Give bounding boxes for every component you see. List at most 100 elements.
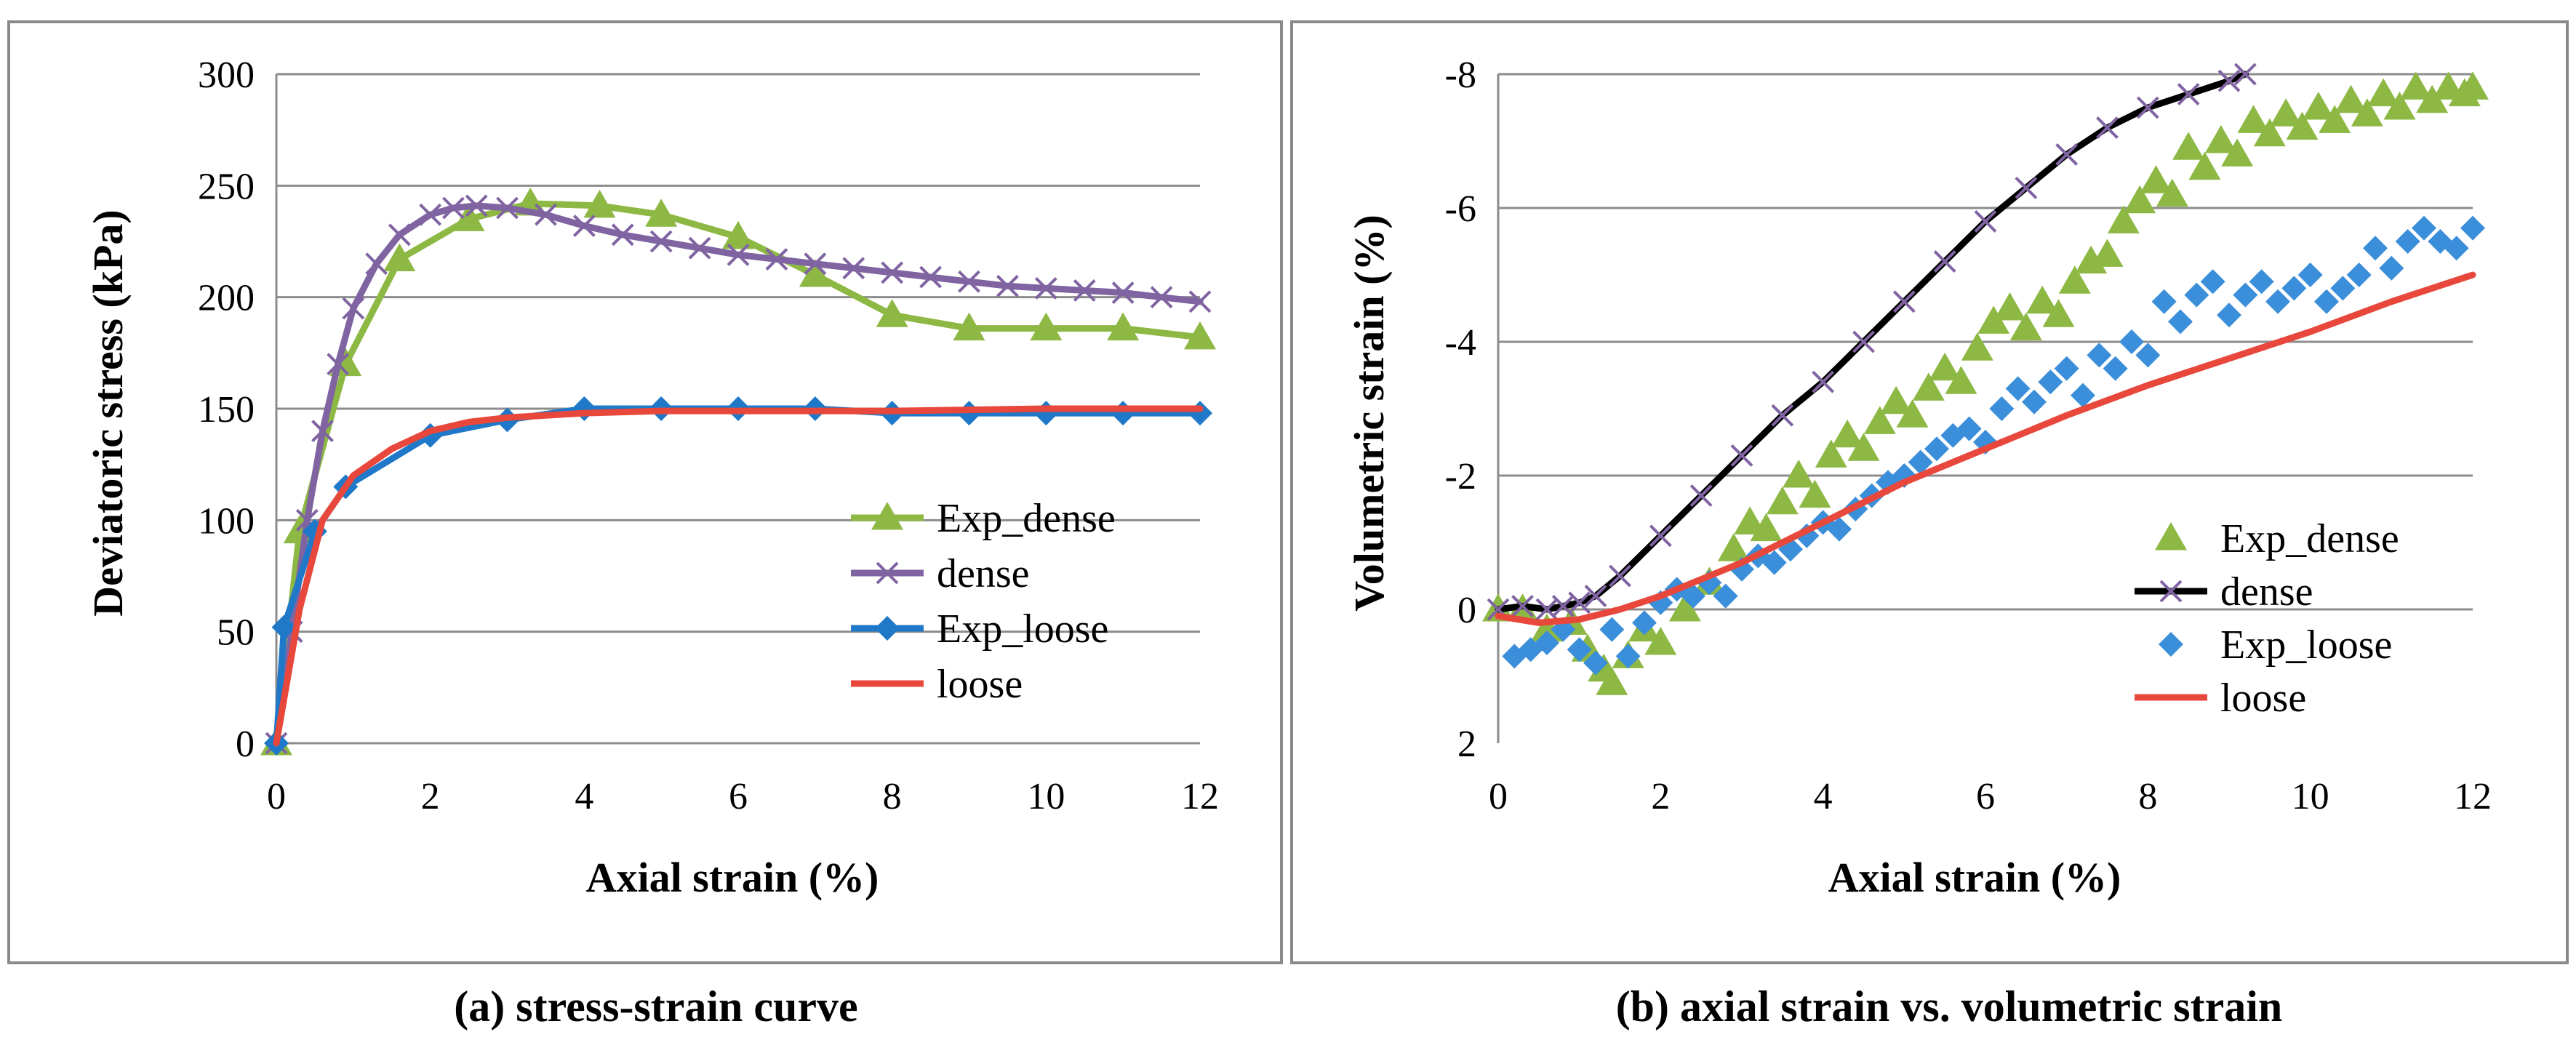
x-tick-label: 6 bbox=[729, 776, 748, 817]
legend-label: loose bbox=[937, 662, 1023, 707]
data-point-exp-dense bbox=[1184, 321, 1216, 350]
data-point-dense bbox=[572, 215, 596, 237]
data-point-exp-loose bbox=[2038, 369, 2063, 395]
data-point-exp-loose bbox=[1567, 637, 1592, 662]
y-tick-label: 150 bbox=[198, 389, 255, 431]
x-tick-label: 10 bbox=[1027, 776, 1065, 817]
data-point-exp-loose bbox=[1761, 550, 1787, 575]
y-tick-label: -6 bbox=[1445, 188, 1476, 230]
data-point-exp-dense bbox=[2140, 165, 2172, 193]
data-point-exp-loose bbox=[1827, 516, 1852, 542]
x-tick-label: 12 bbox=[2454, 776, 2492, 817]
data-point-exp-dense bbox=[645, 199, 678, 227]
data-point-exp-dense bbox=[1783, 460, 1815, 488]
data-point-exp-dense bbox=[1815, 439, 1847, 468]
data-point-dense bbox=[1771, 404, 1794, 427]
data-point-dense bbox=[996, 274, 1019, 297]
series-loose bbox=[1495, 271, 2476, 626]
x-tick-label: 4 bbox=[575, 776, 593, 817]
data-point-dense bbox=[611, 223, 634, 247]
data-point-exp-dense bbox=[799, 259, 831, 287]
legend-marker bbox=[2159, 580, 2183, 603]
series-line-dense bbox=[273, 202, 1204, 747]
caption-a: (a) stress-strain curve bbox=[454, 982, 857, 1030]
data-point-exp-dense bbox=[383, 243, 416, 272]
series-line-loose bbox=[1495, 271, 2476, 626]
data-point-exp-loose bbox=[2265, 289, 2290, 314]
chart-a-tick-labels: 0 50 100 150 200 250 300 0 2 4 6 8 10 12 bbox=[198, 55, 1219, 817]
data-point-dense bbox=[535, 203, 557, 226]
x-tick-label: 2 bbox=[421, 776, 440, 817]
x-tick-label: 6 bbox=[1976, 776, 1995, 817]
y-tick-label: 2 bbox=[1457, 724, 1476, 765]
data-point-exp-loose bbox=[2200, 269, 2225, 295]
data-point-exp-dense bbox=[1766, 486, 1799, 515]
data-point-exp-dense bbox=[1644, 627, 1677, 655]
data-point-exp-loose bbox=[2071, 383, 2095, 408]
legend-item-dense: dense bbox=[2135, 569, 2313, 614]
y-tick-label: -2 bbox=[1445, 456, 1476, 497]
data-point-exp-dense bbox=[2416, 84, 2449, 113]
data-point-exp-dense bbox=[1961, 332, 1993, 361]
data-point-dense bbox=[1584, 585, 1607, 608]
x-tick-label: 0 bbox=[267, 776, 286, 817]
data-point-dense bbox=[881, 261, 904, 284]
y-tick-label: 50 bbox=[217, 612, 255, 654]
data-point-exp-loose bbox=[1681, 583, 1705, 609]
data-point-exp-dense bbox=[2221, 138, 2254, 167]
y-tick-label: 250 bbox=[198, 166, 255, 207]
data-point-exp-dense bbox=[1929, 352, 1961, 381]
data-point-exp-dense bbox=[2188, 151, 2221, 180]
series-exp-dense bbox=[1482, 71, 2489, 695]
data-point-exp-dense bbox=[1531, 613, 1563, 642]
data-point-exp-loose bbox=[2297, 263, 2323, 287]
data-point-exp-dense bbox=[2042, 299, 2075, 327]
data-point-exp-loose bbox=[1989, 396, 2015, 421]
data-point-dense bbox=[342, 297, 365, 320]
data-point-exp-dense bbox=[2399, 71, 2432, 100]
data-point-exp-dense bbox=[583, 189, 616, 218]
data-point-exp-dense bbox=[2319, 105, 2351, 133]
data-point-exp-dense bbox=[1896, 399, 1929, 428]
data-point-exp-dense bbox=[2351, 98, 2383, 127]
data-point-exp-dense bbox=[2383, 92, 2416, 120]
data-point-exp-loose bbox=[2363, 236, 2388, 261]
data-point-exp-dense bbox=[1945, 366, 1977, 394]
y-tick-label: 200 bbox=[198, 278, 255, 319]
data-point-exp-loose bbox=[1632, 610, 1657, 636]
data-point-exp-dense bbox=[2204, 125, 2237, 153]
chart-stress-strain: 0 50 100 150 200 250 300 0 2 4 6 8 10 12 Axial strain… bbox=[84, 55, 1219, 901]
data-point-dense bbox=[1609, 564, 1631, 588]
data-point-dense bbox=[1511, 594, 1534, 617]
data-point-exp-loose bbox=[1908, 449, 1933, 475]
data-point-exp-dense bbox=[1912, 372, 1945, 401]
x-tick-label: 12 bbox=[1181, 776, 1219, 817]
data-point-exp-dense bbox=[1993, 292, 2026, 321]
data-point-dense bbox=[2217, 69, 2241, 92]
panel-a-frame bbox=[7, 20, 1283, 964]
data-point-dense bbox=[919, 265, 942, 289]
x-tick-label: 4 bbox=[1814, 776, 1833, 817]
legend-item-dense: dense bbox=[851, 551, 1030, 596]
data-point-exp-dense bbox=[1799, 479, 1831, 508]
chart-b-gridlines bbox=[1498, 73, 2473, 611]
data-point-exp-loose bbox=[2444, 236, 2469, 261]
data-point-exp-dense bbox=[2026, 285, 2059, 314]
data-point-dense bbox=[1689, 484, 1713, 508]
data-point-dense bbox=[365, 252, 388, 276]
data-point-dense bbox=[442, 196, 465, 220]
data-point-dense bbox=[388, 223, 411, 247]
chart-b-ylabel: Volumetric strain (%) bbox=[1345, 215, 1393, 612]
data-point-exp-dense bbox=[2237, 105, 2270, 133]
legend-marker bbox=[875, 616, 900, 641]
chart-a-xlabel: Axial strain (%) bbox=[586, 854, 879, 901]
data-point-dense bbox=[311, 420, 334, 443]
legend-label: loose bbox=[2220, 676, 2306, 721]
data-point-exp-loose bbox=[2135, 343, 2161, 368]
legend-label: Exp_dense bbox=[2220, 516, 2399, 561]
data-point-dense bbox=[327, 353, 350, 376]
data-point-dense bbox=[1073, 279, 1096, 302]
data-point-exp-loose bbox=[2103, 356, 2128, 381]
